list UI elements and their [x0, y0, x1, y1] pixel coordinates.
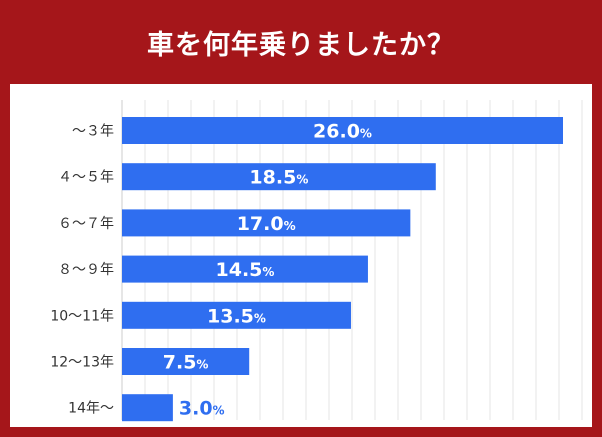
category-label-0: ～３年 [72, 124, 114, 140]
value-label-3: 14.5% [216, 259, 275, 281]
value-label-0: 26.0% [313, 121, 372, 143]
bar-6 [122, 394, 173, 422]
value-label-4: 13.5% [207, 305, 266, 327]
bar-5 [122, 348, 250, 375]
category-label-5: 12～13年 [50, 355, 114, 371]
chart-title: 車を何年乗りましたか？ [147, 29, 455, 61]
bar-0 [122, 117, 563, 144]
category-label-6: 14年～ [68, 401, 114, 417]
bar-4 [122, 301, 351, 329]
bar-2 [122, 209, 411, 237]
value-label-1: 18.5% [249, 167, 308, 189]
category-label-1: ４～５年 [58, 170, 114, 186]
category-label-2: ６～７年 [58, 216, 114, 232]
bar-1 [122, 163, 436, 191]
category-label-3: ８～９年 [58, 262, 114, 278]
bar-3 [122, 255, 368, 283]
category-label-4: 10～11年 [50, 308, 114, 324]
value-label-5: 7.5% [163, 352, 209, 374]
value-label-2: 17.0% [237, 213, 296, 235]
value-label-6: 3.0% [179, 398, 225, 420]
